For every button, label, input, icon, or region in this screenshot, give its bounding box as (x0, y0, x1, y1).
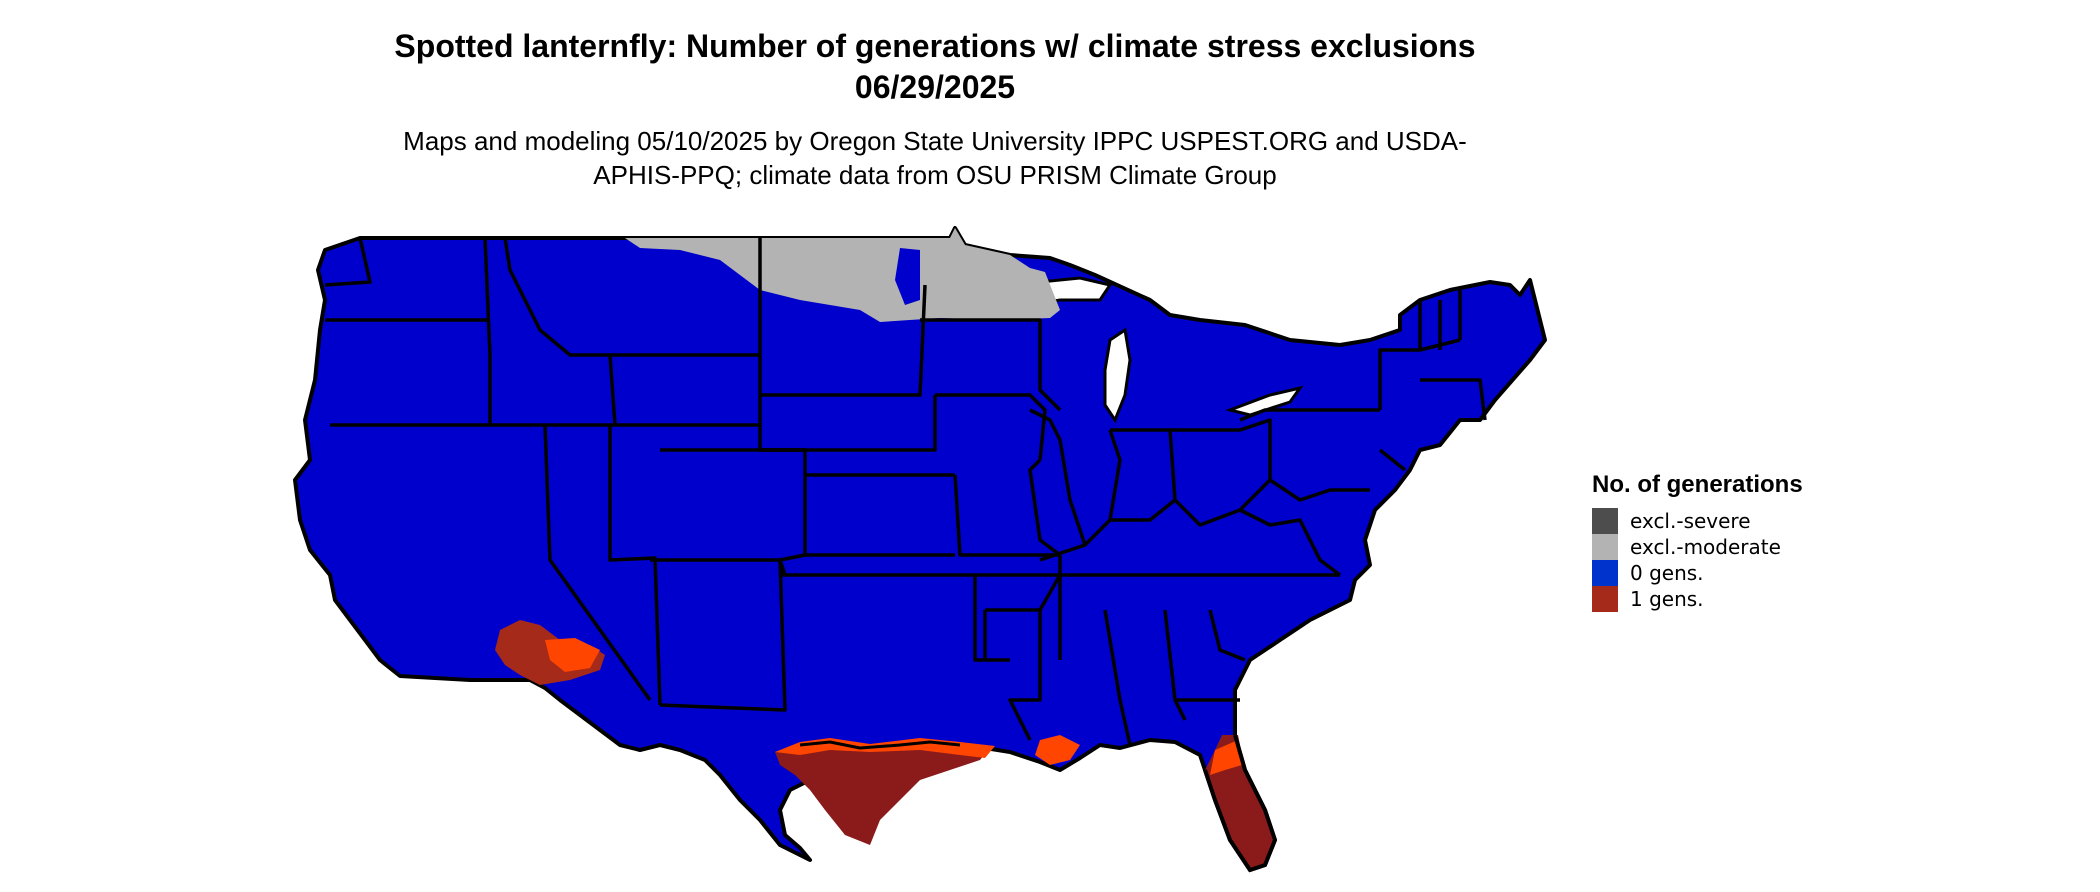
legend-label: excl.-severe (1630, 509, 1751, 533)
state-borders (324, 237, 1487, 746)
legend-item-excl-severe: excl.-severe (1592, 508, 1803, 534)
lake-michigan (1103, 327, 1132, 424)
legend-swatch (1592, 560, 1618, 586)
excl-moderate-region (625, 228, 1060, 322)
map-legend: No. of generations excl.-severe excl.-mo… (1592, 470, 1803, 612)
texas-coast-overlay (778, 740, 961, 861)
legend-label: excl.-moderate (1630, 535, 1781, 559)
gen1-region-louisiana (1035, 735, 1080, 765)
legend-label: 0 gens. (1630, 561, 1704, 585)
gen1-edge-arizona (545, 638, 600, 672)
legend-swatch (1592, 508, 1618, 534)
legend-title: No. of generations (1592, 470, 1803, 500)
gen1-region-texas-coast (775, 742, 990, 845)
lake-erie (1224, 385, 1304, 417)
legend-swatch (1592, 534, 1618, 560)
legend-title-text: No. of generations (1592, 471, 1803, 498)
map-subtitle: Maps and modeling 05/10/2025 by Oregon S… (403, 126, 1467, 190)
coastline-overlay (1203, 734, 1278, 873)
legend-label: 1 gens. (1630, 587, 1704, 611)
legend-item-excl-moderate: excl.-moderate (1592, 534, 1803, 560)
excl-moderate-patch (895, 248, 920, 305)
gen1-edge-florida (1210, 740, 1242, 775)
map-title: Spotted lanternfly: Number of generation… (394, 28, 1476, 105)
legend-item-1-gens: 1 gens. (1592, 586, 1803, 612)
legend-swatch (1592, 586, 1618, 612)
legend-item-0-gens: 0 gens. (1592, 560, 1803, 586)
